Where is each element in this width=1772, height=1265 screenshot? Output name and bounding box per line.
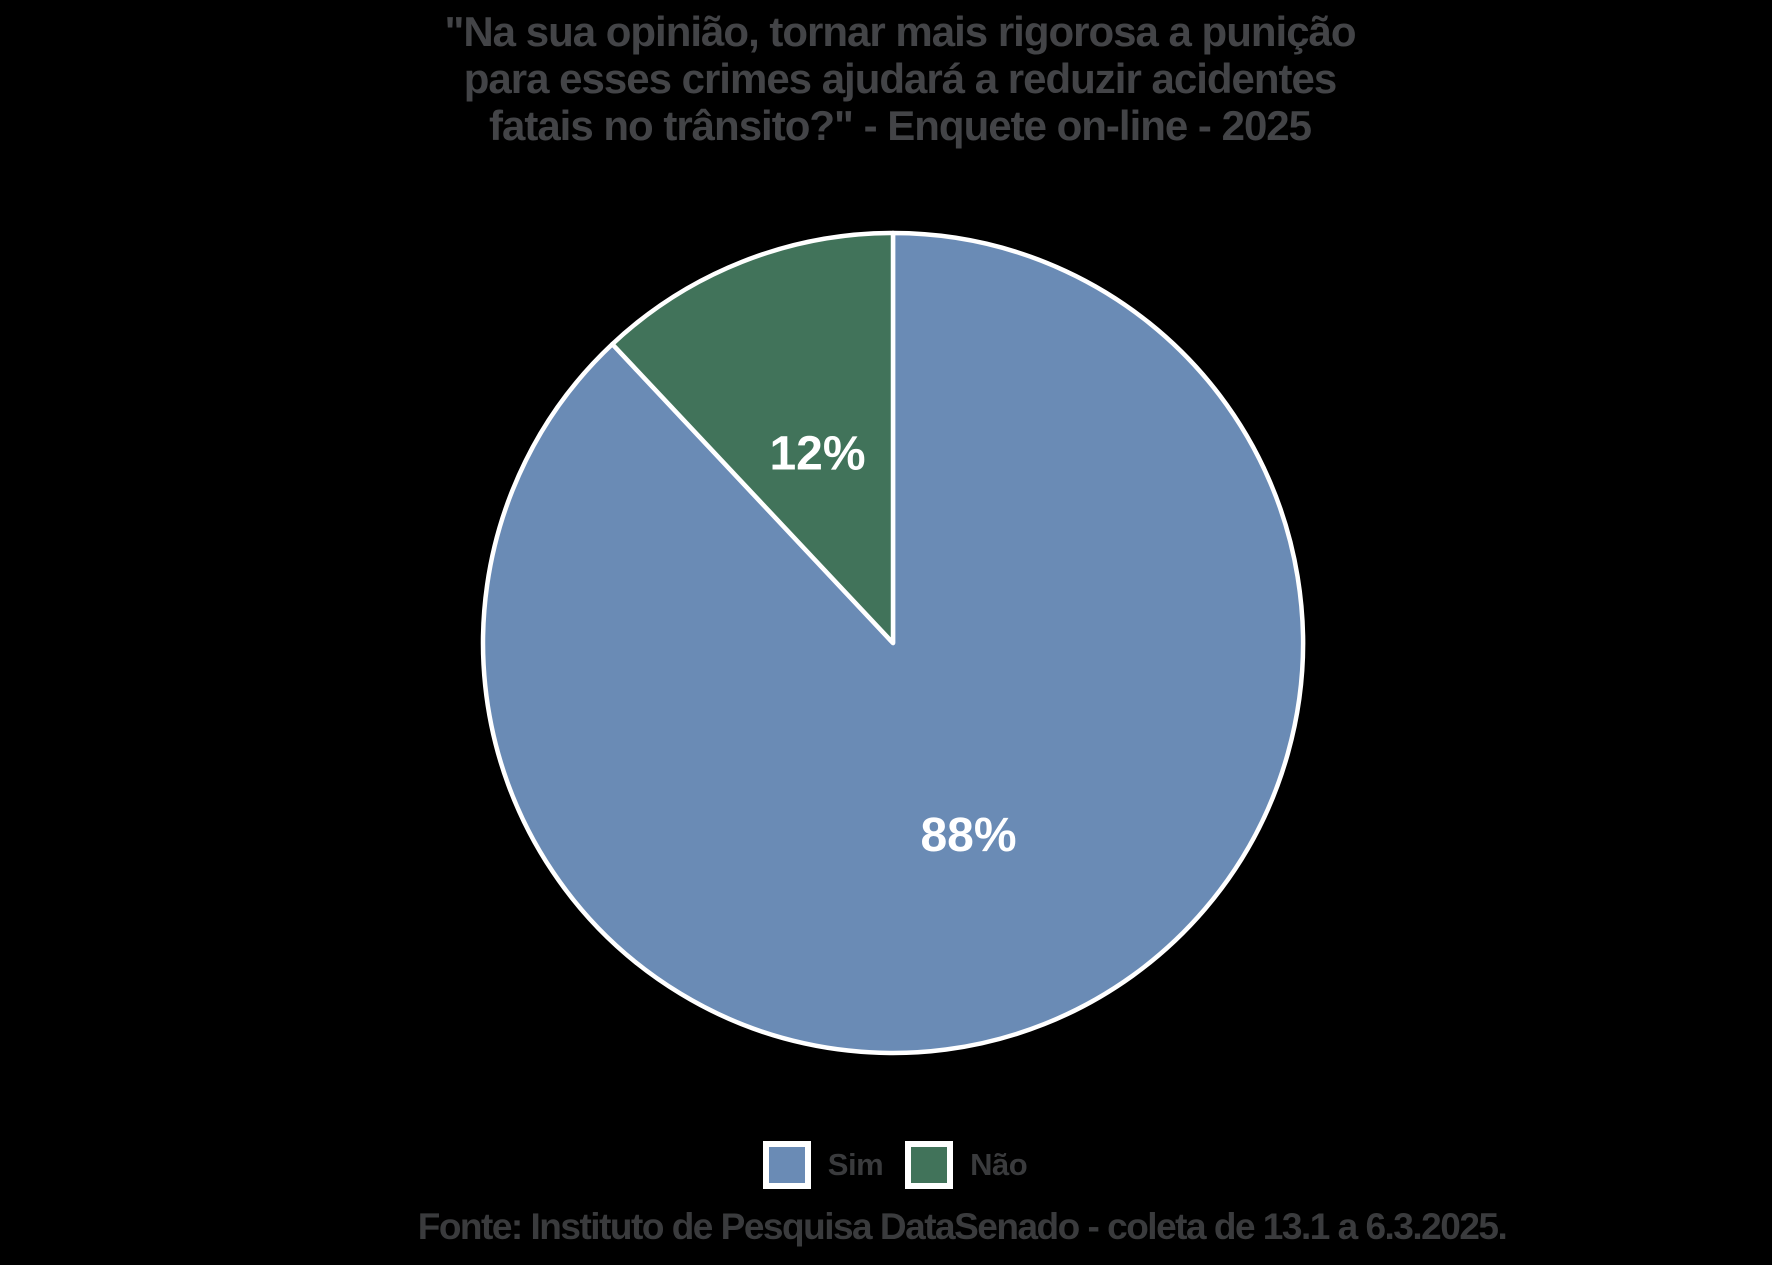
source-note: Fonte: Instituto de Pesquisa DataSenado …	[417, 1206, 1508, 1247]
chart-title-line-1: "Na sua opinião, tornar mais rigorosa a …	[444, 8, 1356, 55]
pie-chart: 88% 12%	[453, 203, 1333, 1083]
chart-title-line-2: para esses crimes ajudará a reduzir acid…	[463, 55, 1338, 102]
pie-slice-nao	[610, 230, 896, 646]
chart-title: "Na sua opinião, tornar mais rigorosa a …	[14, 8, 1772, 149]
legend-swatch-nao	[905, 1141, 954, 1189]
chart-title-line-3: fatais no trânsito?" - Enquete on-line -…	[488, 102, 1312, 149]
pie-slice-label-sim: 88%	[920, 809, 1016, 862]
legend-label-sim: Sim	[827, 1147, 884, 1182]
legend-item-nao: Não	[905, 1141, 1028, 1189]
legend-swatch-sim	[762, 1141, 811, 1189]
pie-slice-label-nao: 12%	[769, 428, 865, 481]
legend: Sim Não	[9, 1141, 1772, 1189]
pie-chart-svg: 88% 12%	[480, 230, 1306, 1056]
legend-item-sim: Sim	[762, 1141, 884, 1189]
legend-label-nao: Não	[970, 1147, 1028, 1182]
